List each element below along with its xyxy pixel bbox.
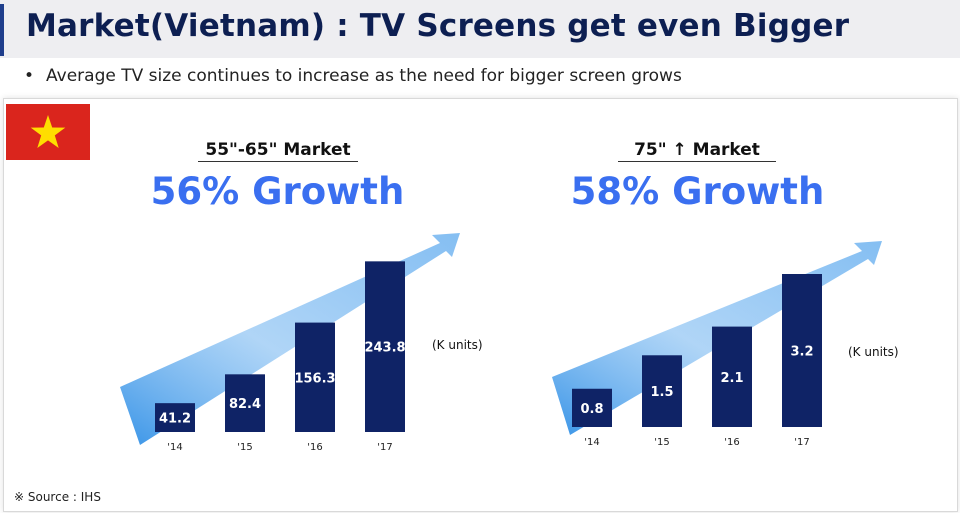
- bar-value-label: 41.2: [159, 412, 191, 427]
- subtitle: • Average TV size continues to increase a…: [24, 66, 682, 86]
- chart-1: 41.2 '14 82.4 '15 156.3 '16 243.8 '17: [120, 233, 460, 453]
- bar-1-3: [295, 322, 335, 432]
- title-accent: [0, 4, 4, 56]
- chart-1-title: 55"-65" Market: [198, 140, 358, 162]
- x-tick-label: '17: [794, 437, 809, 448]
- bar-1-4: [365, 261, 405, 432]
- vietnam-flag-icon: [6, 104, 90, 160]
- bar-value-label: 2.1: [720, 371, 743, 386]
- chart-1-growth: 56% Growth: [150, 170, 405, 213]
- flag-star: [30, 115, 66, 148]
- subtitle-text: Average TV size continues to increase as…: [46, 66, 682, 86]
- bar-1-2: [225, 374, 265, 432]
- bar-value-label: 243.8: [364, 341, 405, 356]
- bar-value-label: 82.4: [229, 397, 261, 412]
- x-tick-label: '16: [724, 437, 739, 448]
- x-tick-label: '14: [167, 442, 182, 453]
- source-note: ※ Source : IHS: [14, 490, 101, 504]
- bar-1-1: [155, 403, 195, 432]
- chart-2-unit: (K units): [848, 345, 899, 359]
- x-tick-label: '17: [377, 442, 392, 453]
- x-tick-label: '15: [237, 442, 252, 453]
- bar-value-label: 1.5: [650, 385, 673, 400]
- x-tick-label: '15: [654, 437, 669, 448]
- bar-value-label: 156.3: [294, 371, 335, 386]
- bar-2-3: [712, 326, 752, 427]
- bar-value-label: 3.2: [790, 345, 813, 360]
- page-title: Market(Vietnam) : TV Screens get even Bi…: [26, 8, 850, 44]
- bar-value-label: 0.8: [580, 402, 603, 417]
- bar-2-2: [642, 355, 682, 427]
- chart-2-growth: 58% Growth: [570, 170, 825, 213]
- chart-2: 0.8 '14 1.5 '15 2.1 '16 3.2 '17: [552, 241, 882, 448]
- title-bar: [0, 0, 960, 58]
- bar-2-1: [572, 388, 612, 427]
- bullet: •: [24, 66, 35, 86]
- chart-1-unit: (K units): [432, 338, 483, 352]
- x-tick-label: '16: [307, 442, 322, 453]
- x-tick-label: '14: [584, 437, 599, 448]
- chart-2-title: 75" ↑ Market: [618, 140, 776, 162]
- bar-2-4: [782, 274, 822, 427]
